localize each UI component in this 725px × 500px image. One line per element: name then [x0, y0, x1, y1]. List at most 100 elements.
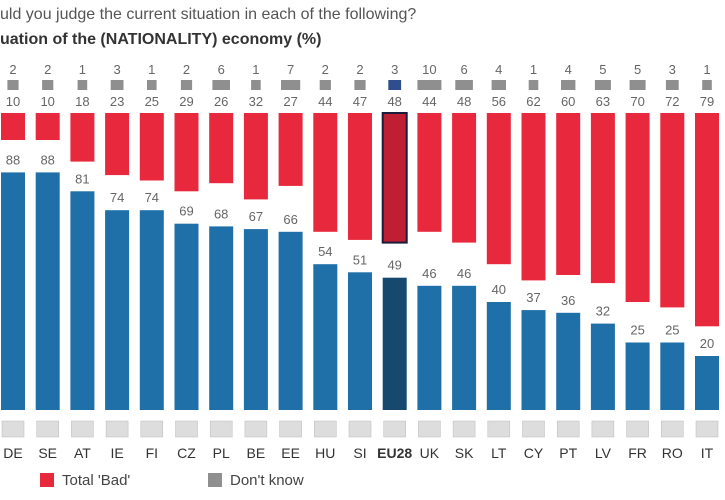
dk-label-cz: 2	[183, 62, 190, 77]
bad-bar-sk	[452, 113, 477, 243]
legend-dk-label: Don't know	[230, 471, 304, 489]
dk-label-pl: 6	[218, 62, 225, 77]
flag-ee	[279, 420, 302, 438]
category-label-fr: FR	[628, 445, 647, 461]
dk-mark-ro	[665, 80, 679, 90]
legend-dont-know: Don't know	[208, 470, 304, 490]
good-label-cz: 69	[179, 204, 193, 219]
category-label-fi: FI	[146, 445, 158, 461]
good-label-sk: 46	[457, 266, 471, 281]
category-label-cz: CZ	[177, 445, 196, 461]
category-label-sk: SK	[455, 445, 474, 461]
flag-fr	[626, 420, 649, 438]
good-label-pt: 36	[561, 293, 575, 308]
dk-mark-cy	[528, 80, 539, 90]
good-label-eu28: 49	[387, 258, 401, 273]
flag-eu28	[383, 420, 406, 438]
dk-mark-ie	[110, 80, 124, 90]
dk-mark-lv	[594, 80, 611, 90]
dk-mark-ee	[281, 80, 301, 90]
flag-cy	[522, 420, 545, 438]
good-bar-lv	[590, 323, 615, 410]
good-bar-se	[35, 172, 60, 410]
good-label-uk: 46	[422, 266, 436, 281]
flag-hu	[314, 420, 337, 438]
good-label-it: 20	[700, 336, 714, 351]
flag-pt	[556, 420, 580, 438]
bad-label-pl: 26	[214, 94, 228, 109]
flag-be	[244, 420, 268, 438]
good-bar-be	[243, 229, 268, 410]
dk-mark-fi	[147, 80, 157, 90]
category-label-lt: LT	[491, 445, 507, 461]
dk-mark-lt	[491, 80, 506, 90]
bad-label-eu28: 48	[387, 94, 401, 109]
category-label-uk: UK	[420, 445, 440, 461]
flag-at	[71, 420, 94, 438]
bad-label-lv: 63	[596, 94, 610, 109]
flag-lt	[487, 420, 511, 438]
good-label-pl: 68	[214, 206, 228, 221]
good-label-hu: 54	[318, 244, 332, 259]
good-bar-fr	[625, 342, 650, 410]
good-bar-ee	[278, 231, 303, 410]
good-bar-si	[348, 272, 372, 410]
good-bar-at	[70, 191, 95, 410]
flag-pl	[209, 420, 233, 438]
category-label-cy: CY	[524, 445, 544, 461]
bad-label-de: 10	[6, 94, 20, 109]
bad-label-ro: 72	[665, 94, 679, 109]
good-bar-it	[695, 356, 719, 410]
category-label-ie: IE	[110, 445, 123, 461]
dk-label-hu: 2	[322, 62, 329, 77]
bad-label-ie: 23	[110, 94, 124, 109]
good-bar-ie	[105, 210, 130, 410]
bad-bar-ie	[105, 113, 130, 176]
good-label-se: 88	[40, 152, 54, 167]
bad-label-pt: 60	[561, 94, 575, 109]
dk-mark-uk	[417, 80, 442, 90]
good-bar-sk	[452, 285, 477, 410]
category-label-ro: RO	[662, 445, 683, 461]
bad-bar-cz	[174, 113, 199, 192]
bad-bar-it	[695, 113, 719, 327]
bad-bar-fr	[625, 113, 650, 302]
dk-mark-si	[354, 80, 366, 90]
dk-mark-hu	[319, 80, 331, 90]
bad-label-lt: 56	[492, 94, 506, 109]
dk-label-be: 1	[252, 62, 259, 77]
dk-label-pt: 4	[565, 62, 572, 77]
good-bar-eu28	[382, 277, 407, 410]
good-label-de: 88	[6, 152, 20, 167]
dk-mark-it	[702, 80, 712, 90]
good-label-si: 51	[353, 252, 367, 267]
dk-label-eu28: 3	[391, 62, 398, 77]
category-label-it: IT	[701, 445, 714, 461]
bad-bar-pt	[556, 113, 581, 275]
flag-si	[348, 420, 372, 438]
bad-label-fr: 70	[630, 94, 644, 109]
good-bar-pt	[556, 312, 581, 410]
bad-bar-at	[70, 113, 95, 162]
bad-label-cy: 62	[526, 94, 540, 109]
bad-label-ee: 27	[283, 94, 297, 109]
category-label-si: SI	[353, 445, 366, 461]
dk-label-fr: 5	[634, 62, 641, 77]
bad-bar-si	[348, 113, 372, 240]
category-label-se: SE	[38, 445, 57, 461]
bad-label-si: 47	[353, 94, 367, 109]
good-label-fr: 25	[630, 323, 644, 338]
good-bar-ro	[660, 342, 685, 410]
bad-label-fi: 25	[145, 94, 159, 109]
dk-mark-se	[42, 80, 54, 90]
legend-dk-swatch	[208, 473, 222, 487]
category-label-pl: PL	[213, 445, 230, 461]
category-label-ee: EE	[281, 445, 300, 461]
flag-sk	[452, 420, 476, 438]
bad-bar-hu	[313, 113, 338, 232]
bad-bar-be	[243, 113, 268, 200]
bad-bar-eu28	[381, 112, 408, 244]
bad-bar-se	[35, 113, 60, 140]
good-bar-hu	[313, 264, 338, 410]
bad-bar-ro	[660, 113, 685, 308]
